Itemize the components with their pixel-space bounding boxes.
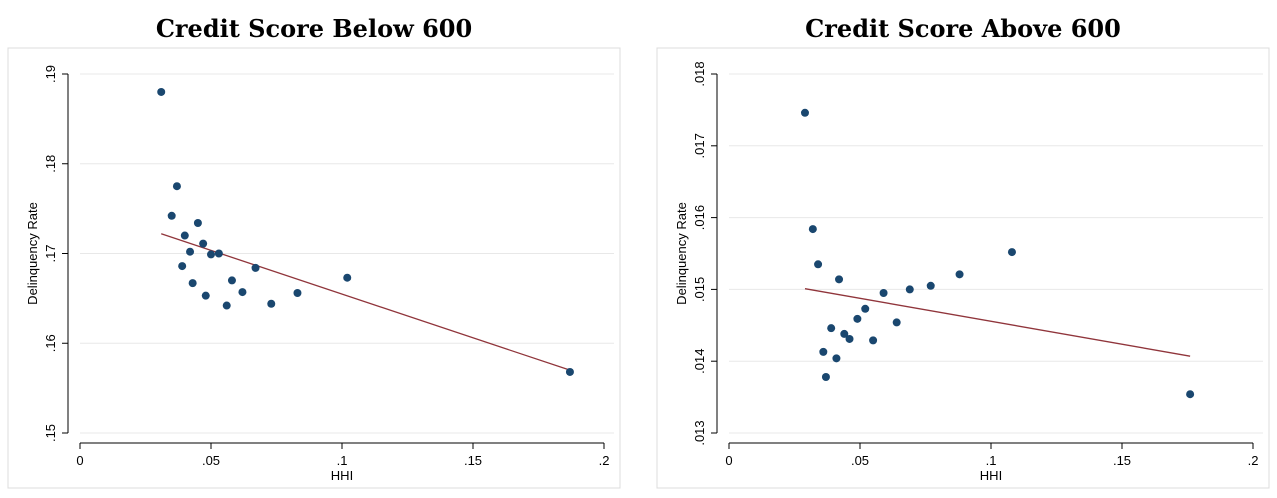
scatter-point bbox=[267, 299, 276, 308]
y-tick-label: .17 bbox=[43, 244, 58, 262]
scatter-point bbox=[186, 247, 195, 256]
x-tick-label: .15 bbox=[1113, 453, 1131, 468]
y-tick-label: .19 bbox=[43, 65, 58, 83]
scatter-point bbox=[821, 372, 830, 381]
scatter-point bbox=[845, 334, 854, 343]
chart-title: Credit Score Above 600 bbox=[805, 14, 1121, 43]
scatter-point bbox=[861, 304, 870, 313]
chart-panel-left: Credit Score Below 600 .15 .16 .17 .18 .19 0.… bbox=[0, 0, 628, 498]
scatter-point bbox=[840, 329, 849, 338]
x-tick-label: 0 bbox=[76, 453, 83, 468]
x-tick-label: 0 bbox=[725, 453, 732, 468]
y-tick-label: .18 bbox=[43, 155, 58, 173]
chart-panel-right: Credit Score Above 600 .013 .014 .015 .016.… bbox=[649, 0, 1277, 498]
x-axis-title: HHI bbox=[980, 468, 1002, 483]
scatter-point bbox=[207, 250, 215, 259]
chart-title: Credit Score Below 600 bbox=[155, 14, 473, 43]
plot-frame bbox=[7, 47, 621, 489]
scatter-point bbox=[819, 347, 828, 356]
y-tick-label: .017 bbox=[692, 133, 707, 158]
scatter-point bbox=[172, 182, 181, 191]
x-tick-label: .1 bbox=[986, 453, 997, 468]
scatter-point bbox=[343, 273, 352, 282]
scatter-point bbox=[926, 281, 935, 290]
scatter-point bbox=[869, 336, 878, 345]
x-tick-label: .15 bbox=[464, 453, 482, 468]
x-tick-label: .05 bbox=[202, 453, 220, 468]
scatter-point bbox=[565, 367, 574, 376]
scatter-point bbox=[199, 239, 208, 248]
scatter-point bbox=[193, 218, 202, 227]
fit-line bbox=[804, 288, 1191, 357]
scatter-point bbox=[214, 249, 223, 258]
scatter-point bbox=[955, 270, 964, 279]
y-axis-title: Delinquency Rate bbox=[25, 202, 40, 305]
scatter-point bbox=[167, 211, 176, 220]
scatter-point bbox=[222, 301, 231, 310]
fit-line bbox=[161, 233, 571, 371]
y-tick-label: .016 bbox=[692, 205, 707, 230]
scatter-point bbox=[188, 279, 197, 288]
scatter-point bbox=[879, 288, 888, 297]
scatter-point bbox=[800, 108, 809, 117]
scatter-point bbox=[827, 324, 836, 333]
x-tick-label: .05 bbox=[851, 453, 869, 468]
scatter-point bbox=[905, 285, 914, 294]
scatter-point bbox=[293, 288, 302, 297]
x-tick-label: .2 bbox=[1248, 453, 1259, 468]
plot-frame bbox=[656, 47, 1270, 489]
y-tick-label: .013 bbox=[692, 420, 707, 445]
scatter-point bbox=[238, 288, 247, 297]
scatter-point bbox=[835, 275, 844, 284]
y-tick-label: .015 bbox=[692, 277, 707, 302]
scatter-point bbox=[180, 231, 189, 240]
y-tick-label: .15 bbox=[43, 424, 58, 442]
y-tick-label: .16 bbox=[43, 334, 58, 352]
y-tick-label: .018 bbox=[692, 61, 707, 86]
scatter-point bbox=[832, 354, 841, 363]
scatter-plot-left: .15 .16 .17 .18 .19 0 .05 .1 .15 .2 HHI Delinquency… bbox=[7, 47, 621, 489]
scatter-point bbox=[853, 314, 862, 323]
x-axis-title: HHI bbox=[331, 468, 353, 483]
y-axis-title: Delinquency Rate bbox=[674, 202, 689, 305]
scatter-point bbox=[251, 263, 260, 272]
scatter-point bbox=[227, 276, 236, 285]
scatter-point bbox=[814, 260, 823, 269]
scatter-point bbox=[1007, 248, 1016, 257]
scatter-point bbox=[1186, 390, 1195, 399]
scatter-point bbox=[808, 225, 817, 234]
x-tick-label: .1 bbox=[337, 453, 348, 468]
scatter-point bbox=[201, 291, 210, 300]
scatter-point bbox=[892, 318, 901, 327]
x-tick-label: .2 bbox=[599, 453, 610, 468]
scatter-plot-right: .013 .014 .015 .016 .017 .018 0 .05 .1 .15 .2 HHI De… bbox=[656, 47, 1270, 489]
scatter-point bbox=[157, 87, 166, 96]
scatter-point bbox=[178, 262, 187, 271]
y-tick-label: .014 bbox=[692, 349, 707, 374]
